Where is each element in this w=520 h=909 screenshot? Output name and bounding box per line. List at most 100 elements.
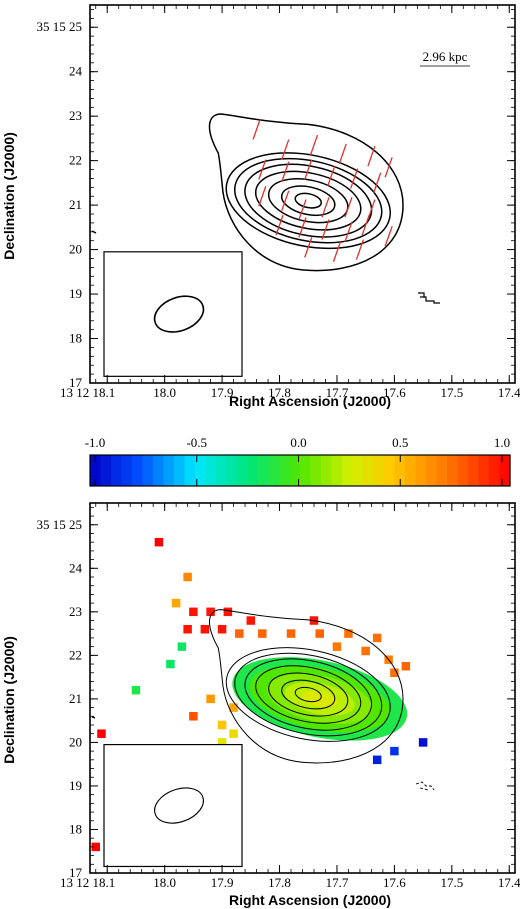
beam-ellipse [153,295,205,333]
spectral-index-pixel [166,659,175,669]
colorbar-cell [300,455,312,486]
spectral-index-pixel [258,629,267,638]
colorbar-cell [237,455,249,486]
contour-line [225,647,391,742]
beam-inset [103,743,243,868]
x-tick-label: 17.9 [211,385,234,400]
polarization-vector [321,219,330,240]
spectral-index-pixel [91,842,100,852]
spectral-index-pixel [171,598,181,608]
contour-line [267,178,349,224]
contour-line [234,652,383,737]
polarization-vector [355,239,365,260]
beam-box [103,743,243,868]
contour-line [244,658,373,731]
polarization-vector [367,145,376,167]
spectral-index-pixel [286,629,296,638]
colorbar-tick-label: -1.0 [85,435,106,450]
y-tick-label: 22 [69,153,82,168]
y-tick-label: 22 [69,647,82,662]
x-tick-label: 17.6 [383,875,406,890]
polarization-vector [384,157,393,178]
contour-line [208,113,404,272]
x-axis-label: Right Ascension (J2000) [229,892,391,908]
x-tick-label: 17.7 [326,875,349,890]
colorbar-cell [111,455,123,486]
y-tick-label: 17 [69,375,83,390]
spectral-index-pixel [206,607,215,617]
polarization-vector [384,226,393,247]
spectral-index-pixel [332,642,342,651]
polarization-vector [304,237,313,258]
contour-line [255,665,362,724]
contour-map [209,609,404,764]
colorbar-cell [405,455,417,486]
contour-line [280,185,336,217]
axis-ticks [90,503,515,874]
colorbar-cell [258,455,270,486]
polarization-vector [338,143,347,165]
x-tick-label: 17.5 [440,875,463,890]
colorbar-cell [205,455,217,486]
y-tick-label: 20 [69,734,82,749]
colorbar-cell [447,455,459,486]
y-tick-label: 17 [69,865,83,880]
colorbar-cell [478,455,490,486]
colorbar-frame [89,454,511,487]
noise-contour [91,716,96,719]
x-tick-label: 17.4 [498,385,520,400]
polarization-vectors [252,119,393,263]
colorbar-cell [247,455,259,486]
scale-bar: 2.96 kpc [420,49,470,67]
colorbar [90,455,511,486]
contour-line [209,609,404,764]
colorbar-cell [489,455,501,486]
polarization-vector [344,221,353,243]
y-tick-label: 23 [69,108,82,123]
polarization-vector [281,161,290,182]
spectral-index-pixel [372,755,382,765]
x-tick-label: 17.8 [268,385,291,400]
beam-box [103,251,243,377]
x-tick-label: 17.7 [326,385,349,400]
spectral-index-pixel [344,629,353,638]
spectral-index-pixel [361,646,370,656]
x-axis-label: Right Ascension (J2000) [229,393,391,409]
polarization-vector [258,159,267,180]
polarization-vector [361,214,370,236]
colorbar-cell [384,455,396,486]
y-tick-label: 19 [69,778,82,793]
noise-contour [418,292,440,304]
y-tick-labels: 17 18 19 20 21 22 23 24 35 15 25 [37,19,83,390]
contour-line [281,679,336,710]
colorbar-cell [121,455,133,486]
colorbar-cell [142,455,154,486]
contour-line [294,686,322,703]
colorbar-tick-labels: -1.0 -0.5 0.0 0.5 1.0 [85,435,510,486]
colorbar-tick-label: 0.0 [290,435,306,450]
spectral-index-pixel [97,729,106,738]
spectral-index-pixel [229,703,238,712]
polarization-vector [258,186,267,207]
x-tick-label: 17.9 [211,875,234,890]
y-tick-label: 24 [69,64,83,79]
x-tick-label: 18.0 [153,875,176,890]
colorbar-cell [132,455,144,486]
beam-ellipse [154,787,204,824]
spectral-index-pixel [200,624,210,634]
x-tick-labels: 13 12 18.1 18.0 17.9 17.8 17.7 17.6 17.5 17.4 [60,385,520,400]
colorbar-cell [216,455,228,486]
spectral-index-pixel [235,629,244,638]
colorbar-cell [174,455,186,486]
y-tick-labels: 17 18 19 20 21 22 23 24 35 15 25 [37,517,83,880]
y-tick-label: 19 [69,286,82,301]
spectral-index-pixel [183,572,192,582]
noise-contour [91,230,97,234]
contour-line [294,192,322,209]
colorbar-cell [195,455,207,486]
axis-ticks [90,5,515,384]
x-tick-label: 18.0 [153,385,176,400]
contour-line [233,157,383,244]
polarization-vector [252,119,261,140]
colorbar-cell [499,455,511,486]
